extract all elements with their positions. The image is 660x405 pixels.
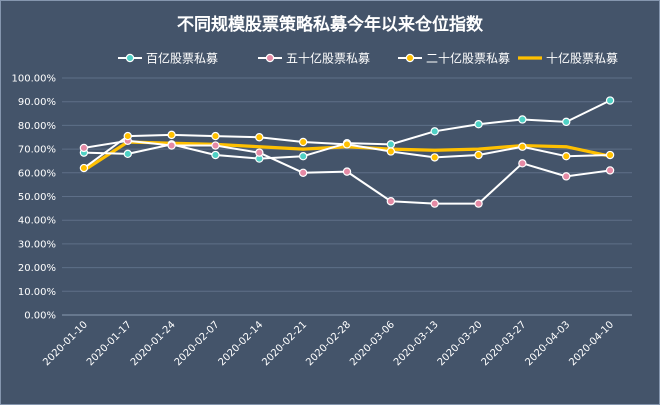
x-tick-label: 2020-02-21	[260, 319, 309, 368]
x-tick-label: 2020-02-28	[304, 319, 353, 368]
data-point	[562, 152, 571, 161]
data-point	[562, 172, 571, 181]
y-tick-label: 20.00%	[18, 263, 56, 274]
legend-marker	[405, 53, 415, 63]
x-tick-label: 2020-02-14	[217, 319, 266, 368]
y-tick-label: 70.00%	[18, 145, 56, 156]
data-point	[386, 197, 396, 206]
data-point	[298, 168, 308, 177]
data-point	[342, 167, 352, 176]
y-axis: 0.00% 10.00% 20.00% 30.00% 40.00% 50.00% 60.00…	[12, 74, 57, 322]
y-tick-label: 40.00%	[18, 216, 56, 227]
x-tick-label: 2020-01-24	[129, 319, 178, 368]
chart-title: 不同规模股票策略私募今年以来仓位指数	[177, 14, 484, 35]
legend: 百亿股票私募 五十亿股票私募 二十亿股票私募 十亿股票私募	[118, 51, 618, 66]
y-tick-label: 10.00%	[18, 287, 56, 298]
data-point	[167, 141, 176, 150]
legend-label: 二十亿股票私募	[426, 51, 510, 66]
data-point	[298, 152, 308, 161]
data-point	[430, 199, 439, 208]
data-point	[342, 140, 352, 149]
data-point	[605, 150, 615, 160]
x-tick-label: 2020-03-20	[436, 319, 485, 368]
legend-label: 十亿股票私募	[546, 51, 618, 66]
data-point	[123, 149, 132, 159]
x-axis: 2020-01-102020-01-172020-01-242020-02-07…	[41, 319, 616, 368]
data-point	[255, 148, 264, 157]
data-point	[211, 131, 220, 141]
data-point	[605, 96, 615, 105]
x-tick-label: 2020-04-03	[523, 319, 572, 368]
data-point	[79, 143, 89, 153]
data-point	[211, 150, 220, 160]
data-point	[474, 120, 483, 129]
y-tick-label: 80.00%	[18, 121, 56, 132]
y-tick-label: 100.00%	[12, 74, 57, 85]
x-tick-label: 2020-03-13	[392, 319, 441, 368]
data-point	[518, 159, 527, 168]
data-point	[518, 142, 527, 151]
data-point	[79, 163, 89, 173]
legend-label: 百亿股票私募	[146, 51, 218, 66]
data-point	[474, 199, 483, 208]
data-point	[123, 131, 132, 141]
data-point	[518, 115, 527, 124]
data-point	[386, 140, 396, 149]
data-point	[562, 117, 571, 127]
y-tick-label: 50.00%	[18, 192, 56, 203]
y-tick-label: 0.00%	[24, 311, 56, 322]
legend-label: 五十亿股票私募	[286, 51, 370, 66]
data-point	[430, 127, 439, 136]
data-point	[605, 166, 615, 175]
x-tick-label: 2020-03-06	[348, 319, 397, 368]
data-point	[430, 153, 439, 162]
data-point	[386, 147, 396, 156]
series-group	[79, 96, 615, 208]
x-tick-label: 2020-04-10	[567, 319, 616, 368]
data-point	[167, 130, 176, 140]
data-point	[474, 150, 483, 160]
legend-marker	[265, 53, 275, 63]
x-tick-label: 2020-02-07	[173, 319, 222, 368]
y-tick-label: 60.00%	[18, 168, 56, 179]
y-tick-label: 90.00%	[18, 97, 56, 108]
series-line	[83, 99, 611, 160]
x-tick-label: 2020-01-10	[41, 319, 90, 368]
data-point	[298, 137, 308, 147]
x-tick-label: 2020-01-17	[85, 319, 134, 368]
data-point	[255, 133, 264, 142]
x-tick-label: 2020-03-27	[480, 319, 529, 368]
y-tick-label: 30.00%	[18, 239, 56, 250]
legend-marker	[125, 53, 135, 63]
data-point	[211, 141, 220, 150]
grid	[62, 77, 632, 316]
